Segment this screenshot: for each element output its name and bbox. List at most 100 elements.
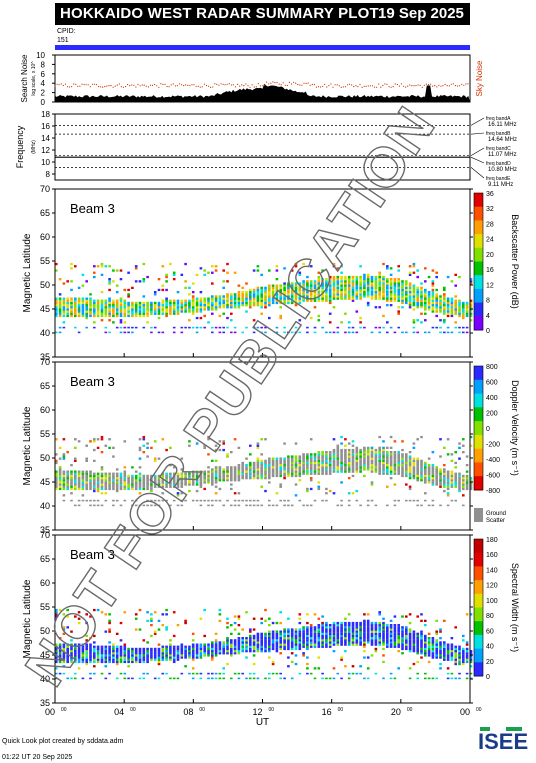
scatter-cell	[104, 654, 108, 657]
scatter-cell	[66, 470, 69, 473]
scatter-cell	[374, 637, 378, 640]
scatter-cell	[100, 487, 104, 491]
scatter-cell	[374, 634, 378, 638]
scatter-cell	[279, 472, 282, 475]
scatter-cell	[230, 304, 233, 307]
scatter-cell	[93, 645, 96, 648]
scatter-cell	[405, 466, 408, 469]
scatter-cell	[203, 297, 206, 300]
scatter-cell	[85, 487, 88, 491]
scatter-cell	[119, 487, 123, 491]
scatter-cell	[218, 470, 222, 473]
sky-noise-point	[247, 85, 249, 87]
scatter-cell	[188, 647, 191, 651]
scatter-cell	[226, 626, 229, 629]
scatter-cell	[431, 299, 435, 302]
scatter-cell	[378, 468, 381, 471]
scatter-cell	[211, 652, 214, 655]
scatter-cell	[397, 284, 400, 287]
scatter-cell	[153, 630, 157, 633]
scatter-cell	[378, 291, 381, 294]
scatter-cell	[416, 477, 419, 480]
sky-noise-point	[313, 84, 315, 86]
scatter-cell	[332, 262, 336, 266]
scatter-cell	[172, 645, 176, 648]
scatter-cell	[450, 299, 454, 302]
scatter-cell	[268, 632, 271, 635]
sky-noise-point	[158, 86, 160, 88]
colorbar-tick-label: 80	[486, 613, 494, 620]
scatter-cell	[165, 472, 168, 475]
scatter-cell	[226, 621, 229, 625]
scatter-cell	[336, 295, 340, 298]
scatter-cell	[370, 455, 374, 458]
scatter-cell	[123, 660, 127, 664]
scatter-cell	[309, 461, 313, 465]
scatter-cell	[450, 637, 454, 640]
scatter-cell	[131, 481, 134, 484]
scatter-cell	[313, 613, 317, 616]
scatter-cell	[184, 647, 187, 651]
scatter-cell	[370, 481, 374, 484]
sky-noise-point	[270, 82, 272, 84]
scatter-cell	[218, 477, 222, 480]
sky-noise-point	[131, 84, 133, 86]
scatter-cell	[203, 306, 206, 309]
scatter-cell	[66, 306, 69, 309]
scatter-cell	[458, 457, 461, 460]
ground-scatter-cell	[389, 677, 393, 680]
ground-scatter-cell	[153, 326, 157, 329]
ground-scatter-cell	[119, 326, 123, 329]
ground-scatter-cell	[268, 499, 271, 502]
ground-scatter-cell	[279, 677, 282, 680]
scatter-cell	[351, 280, 355, 283]
scatter-cell	[146, 275, 149, 279]
scatter-cell	[264, 619, 267, 622]
scatter-cell	[393, 643, 397, 646]
scatter-cell	[115, 477, 119, 480]
scatter-cell	[340, 321, 343, 324]
scatter-cell	[191, 654, 195, 657]
scatter-cell	[313, 291, 317, 294]
scatter-cell	[85, 280, 88, 283]
scatter-cell	[230, 472, 233, 475]
scatter-cell	[386, 288, 389, 292]
scatter-cell	[446, 314, 450, 318]
scatter-cell	[81, 299, 85, 302]
time-tick-label: 16	[322, 707, 332, 717]
scatter-cell	[211, 656, 214, 659]
scatter-cell	[150, 446, 153, 449]
scatter-cell	[389, 624, 393, 627]
scatter-cell	[355, 280, 359, 283]
scatter-cell	[363, 643, 366, 646]
scatter-cell	[127, 293, 130, 296]
scatter-cell	[112, 472, 115, 475]
scatter-cell	[424, 492, 427, 495]
scatter-cell	[211, 483, 214, 486]
scatter-cell	[298, 301, 302, 305]
scatter-cell	[328, 293, 332, 296]
scatter-cell	[309, 643, 313, 646]
scatter-cell	[446, 275, 450, 279]
scatter-cell	[332, 492, 336, 495]
scatter-cell	[416, 639, 419, 642]
scatter-cell	[309, 280, 313, 283]
scatter-cell	[454, 481, 457, 484]
ground-scatter-cell	[119, 672, 123, 675]
scatter-cell	[237, 650, 241, 653]
scatter-cell	[115, 481, 119, 484]
scatter-cell	[363, 619, 366, 622]
scatter-cell	[104, 477, 108, 480]
scatter-cell	[249, 628, 252, 631]
scatter-cell	[393, 641, 397, 644]
scatter-cell	[249, 643, 252, 646]
ground-scatter-cell	[74, 677, 77, 680]
scatter-cell	[161, 654, 165, 657]
scatter-cell	[355, 457, 359, 460]
lat-tick-label: 65	[40, 208, 50, 218]
lat-tick-label: 65	[40, 554, 50, 564]
sky-noise-point	[317, 86, 320, 88]
scatter-cell	[363, 459, 366, 462]
scatter-cell	[199, 652, 203, 655]
scatter-cell	[431, 304, 435, 307]
